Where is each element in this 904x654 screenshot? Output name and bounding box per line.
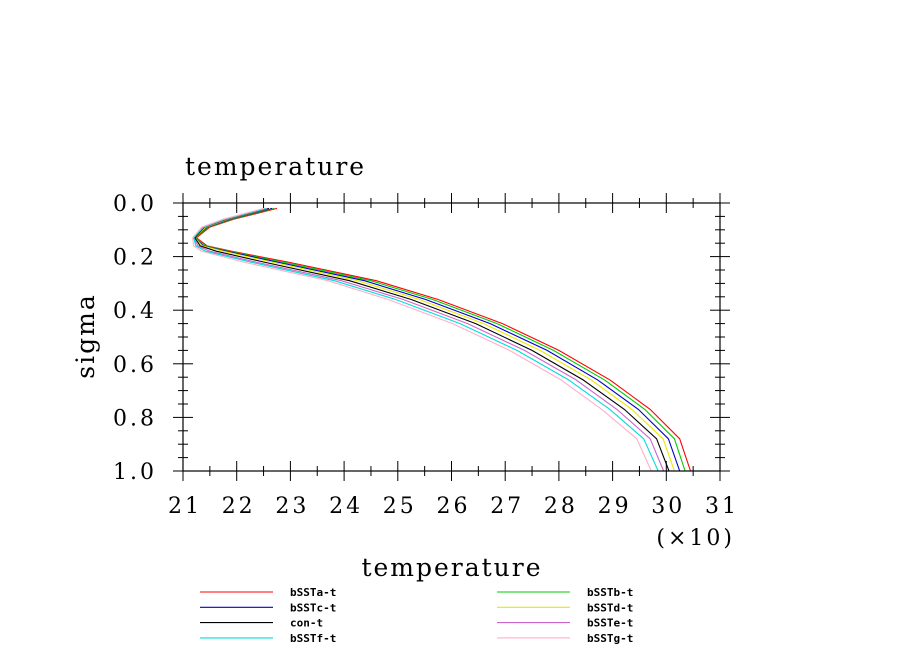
x-tick-label: 25 <box>383 494 417 519</box>
y-tick-label: 0.6 <box>113 353 157 378</box>
x-multiplier-label: (×10) <box>656 526 735 551</box>
x-tick-label: 26 <box>437 494 471 519</box>
legend-label-bSSTa-t: bSSTa-t <box>290 586 336 599</box>
series-line-bSSTb-t <box>194 207 686 472</box>
x-tick-label: 22 <box>222 494 256 519</box>
chart-title: temperature <box>185 152 366 181</box>
x-tick-label: 24 <box>329 494 363 519</box>
legend-label-bSSTc-t: bSSTc-t <box>290 601 336 614</box>
plot-frame <box>182 202 721 472</box>
legend-label-con-t: con-t <box>290 617 323 630</box>
series-line-bSSTf-t <box>193 207 659 472</box>
y-tick-label: 0.2 <box>113 246 157 271</box>
legend-label-bSSTb-t: bSSTb-t <box>587 586 633 599</box>
x-tick-label: 23 <box>275 494 309 519</box>
series-line-bSSTc-t <box>193 207 681 472</box>
x-tick-label: 28 <box>544 494 578 519</box>
x-tick-label: 27 <box>490 494 524 519</box>
legend-label-bSSTe-t: bSSTe-t <box>587 617 633 630</box>
series-line-con-t <box>194 207 670 472</box>
legend-label-bSSTd-t: bSSTd-t <box>587 601 633 614</box>
series-line-bSSTa-t <box>195 207 692 472</box>
y-tick-label: 0.8 <box>113 406 157 431</box>
series-line-bSSTe-t <box>193 207 665 472</box>
axis-tick-labels: 21 22 23 24 25 26 27 28 29 30 31 0.0 0.2 0.4 0.6 0.8 1.0 <box>113 192 739 519</box>
y-tick-label: 0.0 <box>113 192 157 217</box>
y-tick-label: 0.4 <box>113 299 157 324</box>
y-tick-label: 1.0 <box>113 460 157 485</box>
x-tick-label: 21 <box>168 494 202 519</box>
legend: bSSTa-t bSSTc-t con-t bSSTf-t bSSTb-t bSSTd-t… <box>200 586 633 645</box>
series-line-bSSTd-t <box>194 207 675 472</box>
legend-label-bSSTf-t: bSSTf-t <box>290 632 336 645</box>
x-tick-label: 29 <box>598 494 632 519</box>
axis-ticks <box>173 193 730 481</box>
series-line-bSSTg-t <box>192 207 652 472</box>
plot-lines <box>192 207 692 472</box>
x-tick-label: 30 <box>651 494 685 519</box>
x-tick-label: 31 <box>705 494 739 519</box>
y-axis-label: sigma <box>71 293 100 378</box>
x-axis-label: temperature <box>361 553 542 582</box>
legend-label-bSSTg-t: bSSTg-t <box>587 632 633 645</box>
